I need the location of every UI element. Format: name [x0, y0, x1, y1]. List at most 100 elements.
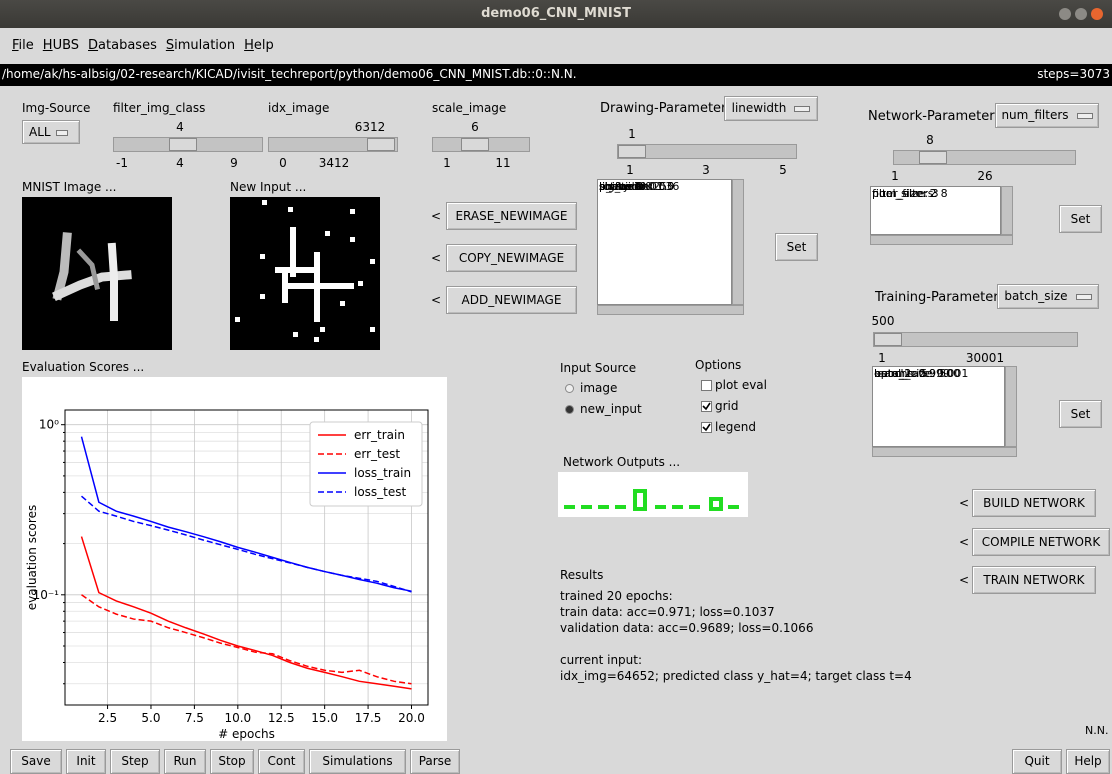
scrollbar[interactable] [872, 447, 1017, 457]
slider-thumb[interactable] [169, 138, 197, 151]
result-line: validation data: acc=0.9689; loss=0.1066 [560, 621, 814, 635]
network-param-menu[interactable]: num_filters [995, 103, 1099, 128]
toolbar-button[interactable]: Simulations [309, 749, 406, 774]
slider-tick-label: 5 [779, 163, 787, 177]
plot-frame [64, 409, 429, 706]
toolbar-button[interactable]: Quit [1012, 749, 1062, 774]
param-entry: learn_rate: 0.001 [874, 367, 969, 380]
param-entry: p_noise: 0.036 [599, 180, 680, 193]
scrollbar[interactable] [1005, 366, 1017, 447]
toolbar-button[interactable]: Step [110, 749, 160, 774]
step-count: steps=3073 [1037, 67, 1110, 81]
arrow-label: < [431, 209, 442, 223]
legend-label: err_train [354, 428, 405, 442]
db-path: /home/ak/hs-albsig/02-research/KICAD/ivi… [2, 67, 577, 81]
slider-value: 500 [871, 314, 895, 328]
slider-thumb[interactable] [461, 138, 489, 151]
drawing-param-choice: linewidth [731, 101, 787, 115]
set-button[interactable]: Set [1059, 205, 1102, 233]
title-bar [0, 0, 1112, 28]
network-button[interactable]: BUILD NETWORK [972, 489, 1096, 517]
drawing-params-label: Drawing-Parameters [600, 101, 734, 116]
y-tick-label: 10⁻¹ [33, 588, 60, 602]
slider-value: 4 [176, 120, 184, 134]
slider-thumb[interactable] [367, 138, 395, 151]
param-entry: filter_size: 3 [872, 187, 939, 200]
radio-label: new_input [580, 402, 642, 416]
drawing-param-menu[interactable]: linewidth [724, 96, 818, 121]
param-list[interactable]: batch_size: 500 epochs: 5 learn_rate: 0.00… [872, 366, 1005, 447]
network-button[interactable]: COMPILE NETWORK [972, 527, 1110, 556]
toolbar-button[interactable]: Help [1066, 749, 1110, 774]
menu-item[interactable]: File [12, 38, 34, 53]
arrow-label: < [959, 573, 970, 587]
window-controls[interactable] [1058, 7, 1108, 22]
footer-label: N.N. [1085, 724, 1109, 737]
img-source-menu[interactable]: ALL [22, 120, 80, 144]
slider-thumb[interactable] [919, 151, 947, 164]
input-source-label: Input Source [560, 361, 637, 375]
checkbox-label: legend [715, 420, 756, 434]
menu-item[interactable]: Simulation [165, 38, 236, 53]
param-list[interactable]: num_filters: 8 filter_size: 3 pool_size: 2 [870, 186, 1001, 235]
slider-trough[interactable] [432, 137, 530, 152]
menu-item[interactable]: Help [244, 38, 274, 53]
param-entry: scale: 1.0 [599, 180, 653, 193]
slider-tick-label: 30001 [965, 351, 1005, 365]
set-button[interactable]: Set [775, 233, 818, 261]
set-button[interactable]: Set [1059, 400, 1102, 428]
scrollbar[interactable] [870, 235, 1013, 245]
menu-item[interactable]: HUBS [42, 38, 80, 53]
slider-tick-label: 1 [626, 163, 634, 177]
slider-trough[interactable] [617, 144, 797, 159]
scrollbar[interactable] [1001, 186, 1013, 235]
x-tick-label: 20.0 [398, 711, 425, 725]
param-entry: shifty: 0 [599, 180, 643, 193]
result-line: idx_img=64652; predicted class y_hat=4; … [560, 669, 912, 683]
scrollbar[interactable] [597, 305, 744, 315]
image-button[interactable]: ADD_NEWIMAGE [446, 286, 577, 314]
result-line: train data: acc=0.971; loss=0.1037 [560, 605, 775, 619]
scrollbar[interactable] [732, 179, 744, 305]
menu-bar: File HUBS Databases Simulation Help [12, 38, 283, 53]
img-source-value: ALL [29, 125, 51, 139]
slider-trough[interactable] [113, 137, 263, 152]
network-button[interactable]: TRAIN NETWORK [972, 566, 1096, 594]
slider-tick-label: 0 [279, 156, 287, 170]
legend-label: loss_test [354, 485, 407, 499]
toolbar-button[interactable]: Parse [410, 749, 460, 774]
param-entry: beta_2: 0.999 [874, 367, 950, 380]
param-entry: beta_1: 0.9 [874, 367, 936, 380]
x-tick-label: 15.0 [311, 711, 338, 725]
image-button[interactable]: COPY_NEWIMAGE [446, 244, 577, 272]
param-entry: shiftx: 0 [599, 180, 644, 193]
arrow-label: < [431, 251, 442, 265]
status-bar [0, 64, 1112, 86]
toolbar-button[interactable]: Stop [210, 749, 254, 774]
slider-trough[interactable] [893, 150, 1076, 165]
legend-label: err_test [354, 447, 400, 461]
slider-trough[interactable] [873, 332, 1078, 347]
training-param-menu[interactable]: batch_size [997, 284, 1099, 309]
new-input-image [230, 197, 380, 350]
toolbar-button[interactable]: Run [164, 749, 206, 774]
slider-thumb[interactable] [618, 145, 646, 158]
toolbar-button[interactable]: Save [10, 749, 62, 774]
menu-item[interactable]: Databases [88, 38, 157, 53]
checkbox[interactable] [701, 401, 712, 412]
image-button[interactable]: ERASE_NEWIMAGE [446, 202, 577, 230]
radio[interactable] [565, 405, 574, 414]
checkbox[interactable] [701, 380, 712, 391]
slider-thumb[interactable] [874, 333, 902, 346]
toolbar-button[interactable]: Cont [258, 749, 305, 774]
x-tick-label: 2.5 [98, 711, 117, 725]
arrow-label: < [959, 534, 970, 549]
checkbox[interactable] [701, 422, 712, 433]
slider-trough[interactable] [268, 137, 398, 152]
radio[interactable] [565, 384, 574, 393]
toolbar-button[interactable]: Init [66, 749, 106, 774]
options-label: Options [695, 358, 742, 372]
param-list[interactable]: linewidth: 1 linecolor: 255 shiftx: 0 shift… [597, 179, 732, 305]
slider-tick-label: 11 [495, 156, 511, 170]
slider-value: 6312 [354, 120, 386, 134]
